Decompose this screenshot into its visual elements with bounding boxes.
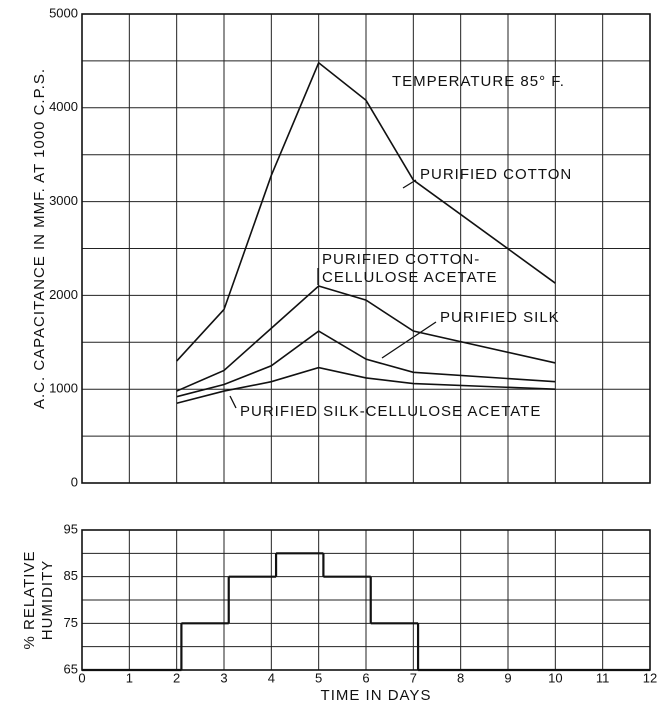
x-tick-label: 10: [548, 670, 562, 685]
x-tick-label: 8: [457, 670, 464, 685]
series-line: [176, 61, 556, 362]
y-axis-label: A.C. CAPACITANCE IN MMF. AT 1000 C.P.S.: [31, 68, 48, 409]
x-tick-label: 0: [78, 670, 85, 685]
y-tick-label: 0: [71, 474, 78, 489]
series-label: PURIFIED COTTON-: [322, 251, 480, 268]
x-tick-label: 6: [362, 670, 369, 685]
annotation: TEMPERATURE 85° F.: [392, 73, 565, 90]
arrows: [229, 179, 437, 409]
y-tick-label: 65: [64, 661, 78, 676]
x-tick-label: 5: [315, 670, 322, 685]
series-line: [176, 285, 556, 392]
plot-frame: [81, 529, 651, 671]
y-tick-label: 75: [64, 615, 78, 630]
x-tick-label: 11: [596, 670, 610, 685]
y-axis-label: % RELATIVE: [21, 551, 38, 650]
x-tick-label: 1: [126, 670, 133, 685]
x-tick-label: 9: [504, 670, 511, 685]
y-tick-label: 1000: [49, 381, 78, 396]
series-line: [176, 366, 556, 405]
y-tick-label: 2000: [49, 287, 78, 302]
x-axis-label: TIME IN DAYS: [321, 687, 432, 704]
plot-frame: [81, 13, 651, 484]
series-label: CELLULOSE ACETATE: [322, 269, 498, 286]
arrow: [229, 395, 237, 409]
y-tick-label: 5000: [49, 5, 78, 20]
x-tick-label: 4: [268, 670, 275, 685]
series-line: [176, 330, 556, 398]
x-tick-label: 3: [220, 670, 227, 685]
y-tick-label: 4000: [49, 99, 78, 114]
arrow: [381, 321, 437, 359]
series-label: PURIFIED SILK-CELLULOSE ACETATE: [240, 403, 541, 420]
y-tick-label: 85: [64, 568, 78, 583]
y-axis-label: HUMIDITY: [39, 560, 56, 641]
x-tick-label: 2: [173, 670, 180, 685]
y-tick-label: 3000: [49, 193, 78, 208]
series-label: PURIFIED COTTON: [420, 166, 572, 183]
x-tick-label: 7: [410, 670, 417, 685]
x-tick-label: 12: [643, 670, 657, 685]
series-label: PURIFIED SILK: [440, 309, 560, 326]
y-tick-label: 95: [64, 521, 78, 536]
